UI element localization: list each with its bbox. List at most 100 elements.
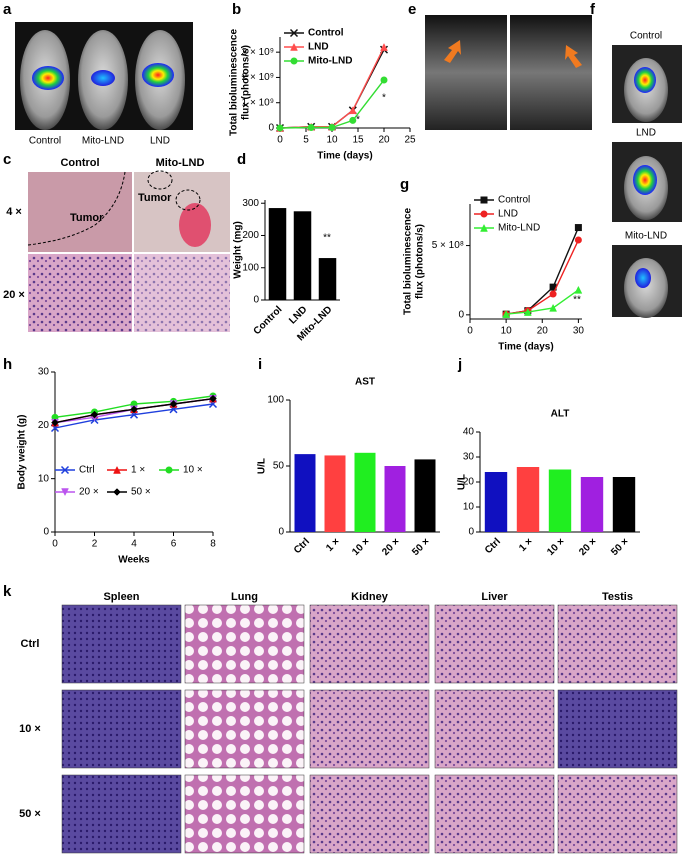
marker <box>549 290 557 298</box>
legend-marker <box>113 488 121 496</box>
image-label: Mito-LND <box>625 231 667 242</box>
panel-e-images <box>425 15 592 130</box>
legend-marker <box>480 196 488 204</box>
y-tick-label: 200 <box>242 230 259 241</box>
series-line <box>506 239 580 315</box>
y-tick-label: 5 × 10⁸ <box>432 240 464 251</box>
arrow <box>444 40 461 63</box>
histology-image <box>434 604 555 684</box>
marker <box>574 285 583 294</box>
row-label: 50 × <box>19 808 41 820</box>
y-tick-label: 0 <box>43 527 49 538</box>
histology-image <box>309 774 430 854</box>
x-tick-label: 30 <box>573 326 585 337</box>
annotation: Tumor <box>138 192 172 204</box>
signal <box>32 66 64 90</box>
x-tick-label: 20 <box>378 135 390 146</box>
signal <box>635 268 651 288</box>
y-tick-label: 20 <box>463 477 475 488</box>
legend-label: Mito-LND <box>498 223 540 234</box>
y-axis-label: Total bioluminescence <box>403 208 414 315</box>
image-label: Control <box>29 136 61 147</box>
annotation: ** <box>573 295 581 306</box>
bar <box>414 459 436 532</box>
marker <box>574 236 582 244</box>
bar <box>324 455 346 532</box>
marker <box>307 123 315 131</box>
histology-image <box>309 604 430 684</box>
x-tick-label: 25 <box>404 135 416 146</box>
series-line <box>279 79 385 129</box>
bar <box>612 477 636 532</box>
legend-marker <box>60 465 70 475</box>
y-tick-label: 30 <box>38 367 50 378</box>
histology-image <box>134 172 230 252</box>
histology-image <box>184 604 305 684</box>
tumor-outline <box>175 189 201 211</box>
y-axis-label: Body weight (g) <box>17 415 28 490</box>
panel-label: a <box>3 1 12 18</box>
marker <box>51 418 59 427</box>
marker <box>549 283 557 291</box>
row-label: 10 × <box>19 723 41 735</box>
x-tick-label: 0 <box>467 326 473 337</box>
histology-image <box>61 689 182 769</box>
panel-label: i <box>258 356 262 373</box>
x-tick-label: 5 <box>303 135 309 146</box>
tumor-outline <box>27 171 126 246</box>
marker <box>90 410 99 419</box>
tissue <box>179 203 211 247</box>
y-tick-label: 2 × 10⁹ <box>242 72 274 83</box>
y-axis-label: U/L <box>457 474 468 490</box>
x-tick-label: 20 <box>537 326 549 337</box>
y-tick-label: 30 <box>463 452 475 463</box>
marker <box>328 123 336 131</box>
column-label: Kidney <box>351 591 389 603</box>
x-tick-label: 20 × <box>577 536 599 558</box>
marker <box>523 308 532 316</box>
column-label: Testis <box>602 591 633 603</box>
bar <box>580 477 604 532</box>
legend-marker <box>61 488 69 497</box>
x-tick-label: 20 × <box>380 536 402 558</box>
marker <box>380 76 388 84</box>
marker <box>130 405 138 414</box>
bar <box>293 211 312 300</box>
x-tick-label: 1 × <box>324 536 342 554</box>
histology-image <box>134 254 230 332</box>
legend-label: Ctrl <box>79 465 95 476</box>
panel-label: f <box>590 1 596 18</box>
annotation: * <box>550 293 554 304</box>
bar <box>318 258 337 300</box>
annotation: * <box>356 115 360 126</box>
y-tick-label: 0 <box>268 123 274 134</box>
x-tick-label: 10 <box>501 326 513 337</box>
marker <box>169 400 178 408</box>
histology-image <box>557 774 678 854</box>
y-tick-label: 0 <box>278 527 284 538</box>
x-tick-label: LND <box>287 304 309 326</box>
histology-image <box>28 172 132 252</box>
legend-marker <box>290 42 298 51</box>
x-tick-label: 10 <box>326 135 338 146</box>
annotation: * <box>382 93 386 104</box>
x-axis-label: Weeks <box>118 555 150 566</box>
y-tick-label: 10 <box>463 502 475 513</box>
legend-marker <box>165 466 173 474</box>
y-tick-label: 0 <box>253 295 259 306</box>
x-axis-label: Time (days) <box>317 151 372 162</box>
panel-f-images: Control LND Mito-LND <box>612 31 682 318</box>
panel-label: e <box>408 1 416 18</box>
legend-label: Mito-LND <box>308 56 352 67</box>
series-line <box>506 289 579 315</box>
panel-label: g <box>400 176 409 193</box>
legend-label: 50 × <box>131 487 151 498</box>
chart-title: AST <box>355 377 375 388</box>
x-tick-label: 2 <box>92 539 98 550</box>
column-label: Spleen <box>103 591 139 603</box>
legend-label: 20 × <box>79 487 99 498</box>
signal <box>91 70 115 86</box>
row-label: 20 × <box>3 289 25 301</box>
panel-k-images: Spleen Lung Kidney Liver Testis Ctrl 10 × 50 × <box>19 591 678 854</box>
